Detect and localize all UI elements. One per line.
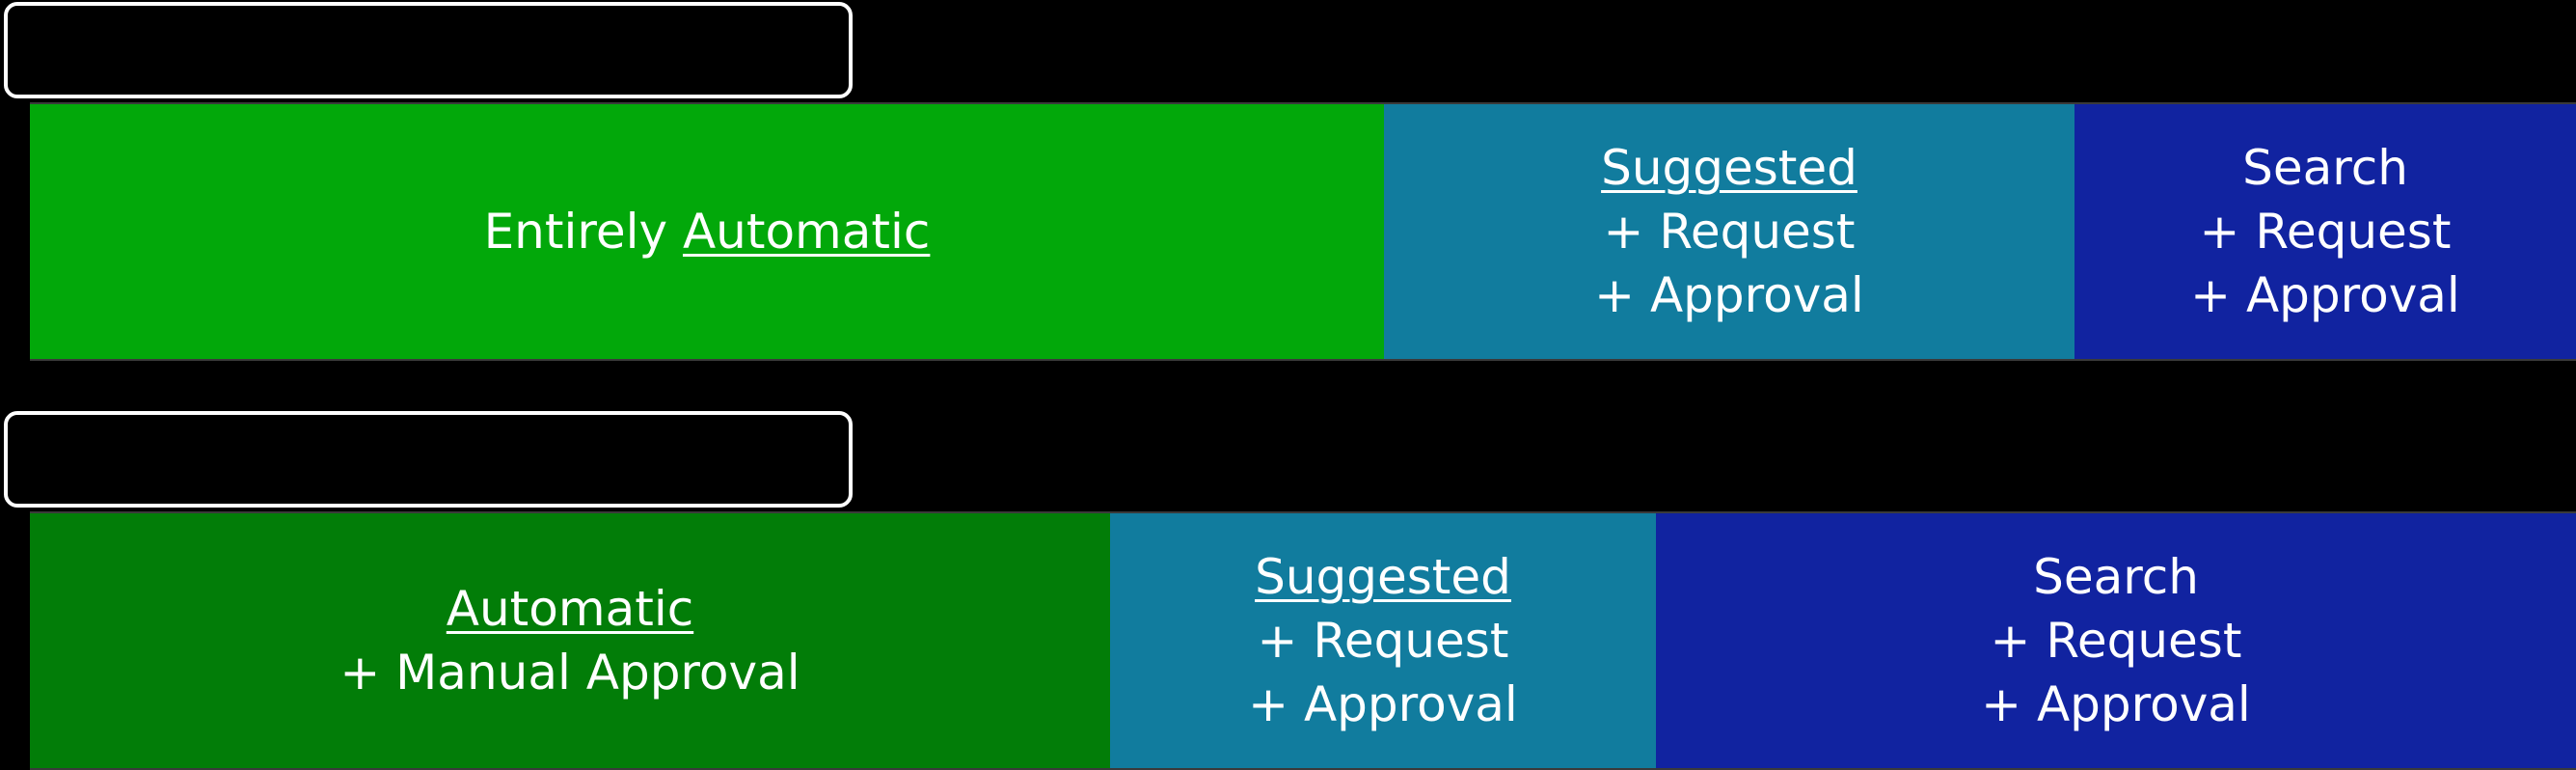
row2-search-request: + Request xyxy=(1990,613,2242,669)
row2-search-approval: + Approval xyxy=(1981,676,2251,732)
row2-search-title: Search xyxy=(2033,549,2199,605)
row2-search-segment: Search + Request + Approval xyxy=(1656,513,2576,768)
row2-suggested-request: + Request xyxy=(1257,613,1509,669)
row2-automatic-segment: Automatic + Manual Approval xyxy=(30,513,1110,768)
row1-suggested-segment: Suggested + Request + Approval xyxy=(1384,104,2074,359)
row2-bar: Automatic + Manual Approval Suggested + … xyxy=(30,511,2576,770)
row2-manual-approval: + Manual Approval xyxy=(339,645,800,701)
automatic-emphasis: Automatic xyxy=(682,204,931,260)
row1-search-segment: Search + Request + Approval xyxy=(2074,104,2576,359)
row2-suggested-title: Suggested xyxy=(1255,549,1511,605)
row1-search-title: Search xyxy=(2242,140,2408,196)
row1-search-request: + Request xyxy=(2199,204,2452,260)
row1-suggested-request: + Request xyxy=(1603,204,1856,260)
row1-header-tab xyxy=(4,2,853,98)
row2-automatic-title: Automatic xyxy=(446,581,694,637)
row2-suggested-approval: + Approval xyxy=(1248,676,1518,732)
entirely-text: Entirely xyxy=(483,204,683,260)
row1-automatic-label: Entirely Automatic xyxy=(484,200,931,263)
row1-suggested-approval: + Approval xyxy=(1594,267,1864,323)
row1-bar: Entirely Automatic Suggested + Request +… xyxy=(30,102,2576,361)
row1-automatic-segment: Entirely Automatic xyxy=(30,104,1384,359)
row1-search-approval: + Approval xyxy=(2190,267,2460,323)
row2-header-tab xyxy=(4,411,853,508)
row2-suggested-segment: Suggested + Request + Approval xyxy=(1110,513,1656,768)
row1-suggested-title: Suggested xyxy=(1601,140,1857,196)
